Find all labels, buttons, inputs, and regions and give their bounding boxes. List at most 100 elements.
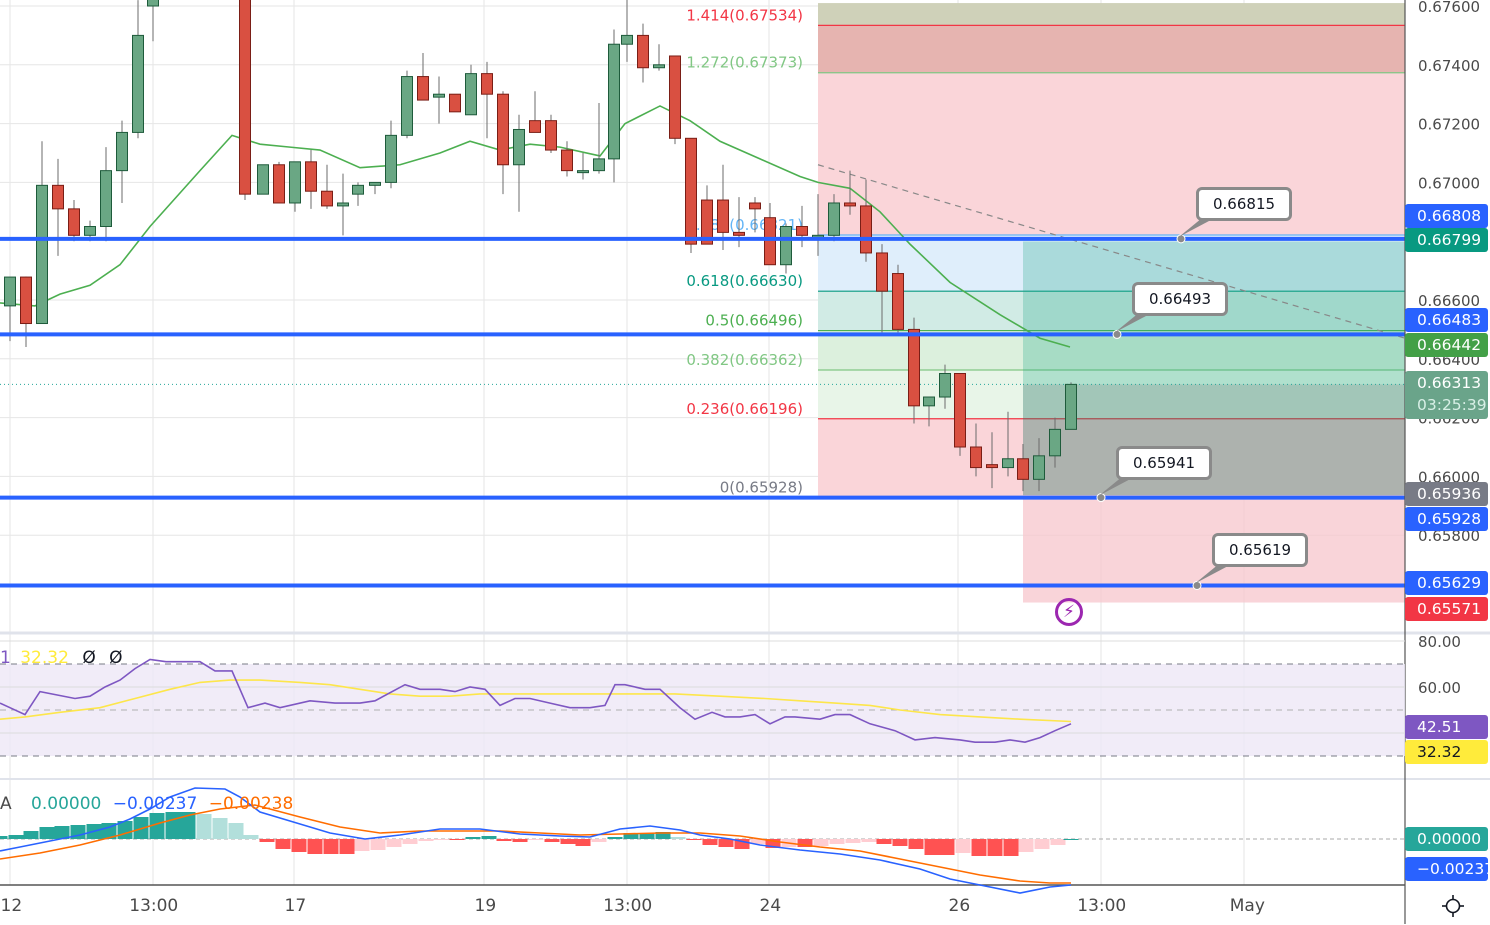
- price-tag-value: 42.51: [1417, 718, 1462, 736]
- candle-body-bullish: [257, 164, 269, 195]
- candle-body-bullish: [401, 76, 413, 136]
- price-axis-tick: 0.66000: [1418, 468, 1480, 486]
- macd-histogram-bar: [845, 839, 861, 843]
- rsi-na-1: Ø: [82, 648, 96, 668]
- candle-body-bearish: [733, 231, 745, 236]
- candle: [764, 202, 776, 266]
- candle: [561, 141, 573, 177]
- candle: [465, 64, 477, 116]
- macd-histogram-bar: [924, 839, 940, 855]
- candle: [116, 120, 128, 203]
- price-tag-value: −0.00237: [1417, 860, 1490, 878]
- callout-anchor: [1176, 234, 1186, 244]
- candle: [369, 181, 381, 195]
- time-axis-label: 12: [0, 896, 23, 916]
- candle-body-bearish: [954, 373, 966, 448]
- macd-histogram-bar: [243, 835, 259, 839]
- macd-line: [0, 787, 1072, 894]
- candle-body-bearish: [669, 55, 681, 139]
- macd-histogram-bar: [829, 839, 845, 844]
- price-callout-label[interactable]: 0.66815: [1196, 186, 1293, 221]
- candle: [68, 200, 80, 242]
- candle-body-bearish: [481, 73, 493, 95]
- price-tag: 0.66313 03:25:39: [1405, 371, 1488, 419]
- price-tag-value: 0.66483: [1417, 311, 1482, 329]
- candle: [132, 0, 144, 139]
- candle: [545, 114, 557, 153]
- candle-body-bullish: [116, 131, 128, 172]
- candle: [923, 396, 935, 427]
- candle-body-bullish: [577, 170, 589, 174]
- alert-bolt-icon[interactable]: ⚡: [1055, 598, 1083, 626]
- callout-pointer: [1179, 218, 1213, 237]
- price-tag-value: 0.66799: [1417, 231, 1482, 249]
- macd-histogram-bar: [465, 837, 481, 839]
- macd-histogram-bar: [544, 839, 560, 842]
- time-axis-label: 17: [284, 896, 307, 916]
- macd-histogram-bar: [734, 839, 750, 849]
- price-callout-label[interactable]: 0.65619: [1212, 533, 1309, 568]
- macd-histogram-bar: [591, 839, 607, 842]
- price-tag: 0.66799: [1405, 228, 1488, 252]
- macd-histogram-value: 0.00000: [31, 794, 102, 814]
- candle-body-bearish: [796, 226, 808, 236]
- price-tag-value: 0.65571: [1417, 600, 1482, 618]
- candle: [577, 153, 589, 180]
- candle: [385, 120, 397, 189]
- candles: [4, 0, 1077, 492]
- settings-gear-icon[interactable]: [1440, 893, 1466, 925]
- candle: [321, 164, 333, 209]
- price-tag-value: 0.66313: [1417, 374, 1482, 392]
- fib-level-label: 0(0.65928): [720, 479, 803, 497]
- rsi-axis-tick: 80.00: [1418, 633, 1461, 651]
- macd-signal-line: [0, 804, 1071, 884]
- candle-body-bearish: [1017, 458, 1029, 480]
- candle-body-bullish: [1002, 458, 1014, 469]
- macd-histogram-bar: [1063, 839, 1079, 840]
- macd-histogram-bar: [54, 826, 70, 839]
- price-tag: 0.00000: [1405, 827, 1488, 851]
- fib-zone: [818, 25, 1405, 73]
- candle: [433, 76, 445, 124]
- candle: [20, 276, 32, 348]
- candle: [1033, 438, 1045, 492]
- macd-histogram-bar: [449, 839, 465, 840]
- bar-countdown: 03:25:39: [1417, 396, 1487, 414]
- price-callout-label[interactable]: 0.66493: [1132, 282, 1229, 317]
- candle: [986, 432, 998, 489]
- macd-histogram-bar: [212, 818, 228, 839]
- price-tag-value: 0.66442: [1417, 336, 1482, 354]
- candle: [401, 70, 413, 139]
- candle: [593, 103, 605, 174]
- time-axis-label: 26: [948, 896, 971, 916]
- macd-histogram-bar: [813, 839, 829, 846]
- macd-histogram-bar: [528, 839, 544, 840]
- macd-histogram-bar: [765, 839, 781, 848]
- candle-body-bullish: [1033, 455, 1045, 480]
- callout-pointer: [1195, 565, 1229, 584]
- candle-body-bullish: [352, 184, 364, 195]
- candle-body-bullish: [369, 181, 381, 186]
- candle-body-bullish: [828, 202, 840, 236]
- candle-body-bearish: [561, 149, 573, 172]
- price-tag: 0.65928: [1405, 507, 1488, 531]
- candle-body-bearish: [497, 93, 509, 166]
- candle: [828, 194, 840, 242]
- macd-histogram-bar: [196, 814, 212, 839]
- candle: [1002, 411, 1014, 477]
- macd-histogram-bar: [418, 839, 434, 841]
- macd-legend: A 0.00000 −0.00237 −0.00238: [0, 794, 293, 814]
- macd-histogram-bar: [971, 839, 987, 856]
- candle-body-bearish: [637, 34, 649, 69]
- macd-histogram-bar: [908, 839, 924, 849]
- fib-zone: [818, 235, 1405, 292]
- macd-histogram-bar: [101, 823, 117, 839]
- candle-body-bearish: [892, 273, 904, 330]
- macd-histogram-bar: [496, 839, 512, 841]
- candle-body-bearish: [20, 276, 32, 325]
- candle-body-bullish: [1065, 383, 1077, 430]
- candle: [780, 223, 792, 274]
- callout-anchor: [1096, 493, 1106, 503]
- price-callout-label[interactable]: 0.65941: [1116, 445, 1213, 480]
